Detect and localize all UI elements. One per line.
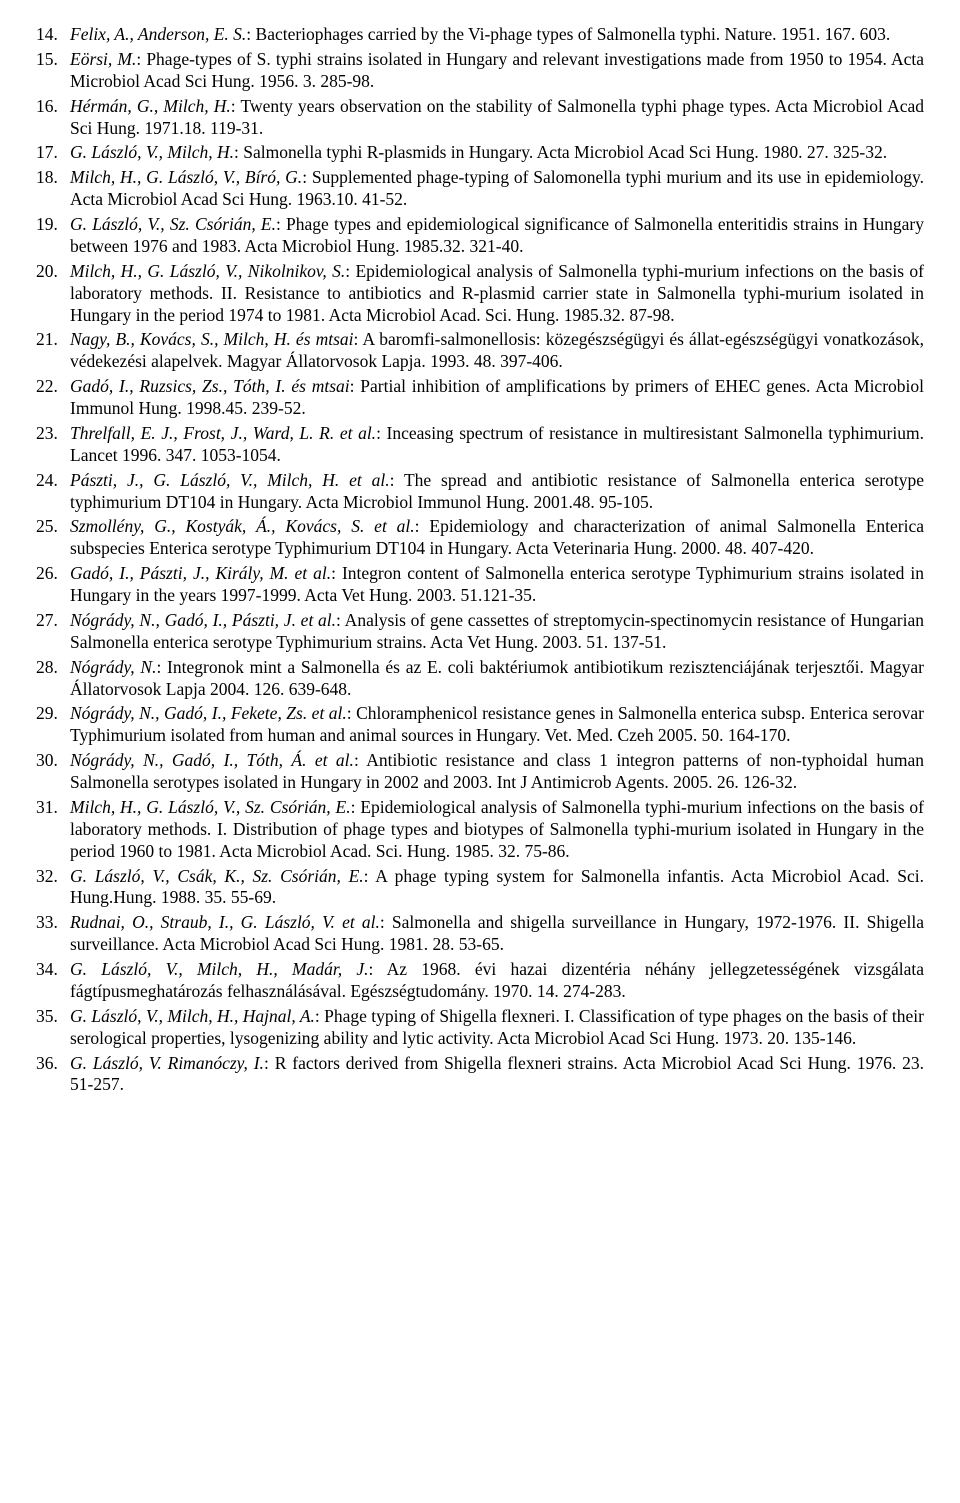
reference-authors: Gadó, I., Pászti, J., Király, M. et al. (70, 563, 331, 583)
reference-authors: Nagy, B., Kovács, S., Milch, H. és mtsai (70, 329, 354, 349)
reference-item: Felix, A., Anderson, E. S.: Bacteriophag… (36, 24, 924, 46)
reference-item: Milch, H., G. László, V., Bíró, G.: Supp… (36, 167, 924, 211)
reference-authors: G. László, V., Csák, K., Sz. Csórián, E. (70, 866, 364, 886)
reference-item: Nagy, B., Kovács, S., Milch, H. és mtsai… (36, 329, 924, 373)
reference-item: G. László, V., Sz. Csórián, E.: Phage ty… (36, 214, 924, 258)
reference-item: Nógrády, N., Gadó, I., Fekete, Zs. et al… (36, 703, 924, 747)
reference-authors: G. László, V., Sz. Csórián, E. (70, 214, 276, 234)
reference-item: Pászti, J., G. László, V., Milch, H. et … (36, 470, 924, 514)
reference-authors: G. László, V. Rimanóczy, I. (70, 1053, 264, 1073)
reference-authors: Nógrády, N. (70, 657, 156, 677)
reference-item: Gadó, I., Ruzsics, Zs., Tóth, I. és mtsa… (36, 376, 924, 420)
reference-item: Nógrády, N., Gadó, I., Tóth, Á. et al.: … (36, 750, 924, 794)
reference-item: Milch, H., G. László, V., Sz. Csórián, E… (36, 797, 924, 863)
reference-authors: Milch, H., G. László, V., Sz. Csórián, E… (70, 797, 351, 817)
reference-text: : Salmonella typhi R-plasmids in Hungary… (234, 142, 887, 162)
reference-list: Felix, A., Anderson, E. S.: Bacteriophag… (36, 24, 924, 1096)
reference-item: Gadó, I., Pászti, J., Király, M. et al.:… (36, 563, 924, 607)
reference-item: G. László, V., Csák, K., Sz. Csórián, E.… (36, 866, 924, 910)
reference-authors: Nógrády, N., Gadó, I., Pászti, J. et al. (70, 610, 336, 630)
reference-authors: Milch, H., G. László, V., Bíró, G. (70, 167, 302, 187)
reference-item: G. László, V., Milch, H., Hajnal, A.: Ph… (36, 1006, 924, 1050)
reference-authors: Pászti, J., G. László, V., Milch, H. et … (70, 470, 390, 490)
reference-authors: Rudnai, O., Straub, I., G. László, V. et… (70, 912, 380, 932)
reference-authors: Szmollény, G., Kostyák, Á., Kovács, S. e… (70, 516, 415, 536)
reference-item: Nógrády, N., Gadó, I., Pászti, J. et al.… (36, 610, 924, 654)
reference-item: Szmollény, G., Kostyák, Á., Kovács, S. e… (36, 516, 924, 560)
reference-text: : Bacteriophages carried by the Vi-phage… (246, 24, 890, 44)
reference-authors: G. László, V., Milch, H., Madár, J. (70, 959, 368, 979)
reference-item: Nógrády, N.: Integronok mint a Salmonell… (36, 657, 924, 701)
reference-item: Eörsi, M.: Phage-types of S. typhi strai… (36, 49, 924, 93)
reference-authors: Hérmán, G., Milch, H. (70, 96, 231, 116)
reference-item: Milch, H., G. László, V., Nikolnikov, S.… (36, 261, 924, 327)
reference-authors: Eörsi, M. (70, 49, 136, 69)
reference-authors: Nógrády, N., Gadó, I., Tóth, Á. et al. (70, 750, 354, 770)
reference-item: Rudnai, O., Straub, I., G. László, V. et… (36, 912, 924, 956)
reference-text: : Phage-types of S. typhi strains isolat… (70, 49, 924, 91)
reference-authors: Felix, A., Anderson, E. S. (70, 24, 246, 44)
reference-item: G. László, V., Milch, H., Madár, J.: Az … (36, 959, 924, 1003)
reference-item: G. László, V. Rimanóczy, I.: R factors d… (36, 1053, 924, 1097)
reference-authors: Gadó, I., Ruzsics, Zs., Tóth, I. és mtsa… (70, 376, 350, 396)
reference-item: Threlfall, E. J., Frost, J., Ward, L. R.… (36, 423, 924, 467)
reference-authors: Threlfall, E. J., Frost, J., Ward, L. R.… (70, 423, 376, 443)
reference-authors: G. László, V., Milch, H. (70, 142, 234, 162)
reference-authors: G. László, V., Milch, H., Hajnal, A. (70, 1006, 315, 1026)
reference-item: Hérmán, G., Milch, H.: Twenty years obse… (36, 96, 924, 140)
reference-item: G. László, V., Milch, H.: Salmonella typ… (36, 142, 924, 164)
reference-text: : Integronok mint a Salmonella és az E. … (70, 657, 924, 699)
reference-authors: Nógrády, N., Gadó, I., Fekete, Zs. et al… (70, 703, 347, 723)
reference-authors: Milch, H., G. László, V., Nikolnikov, S. (70, 261, 345, 281)
